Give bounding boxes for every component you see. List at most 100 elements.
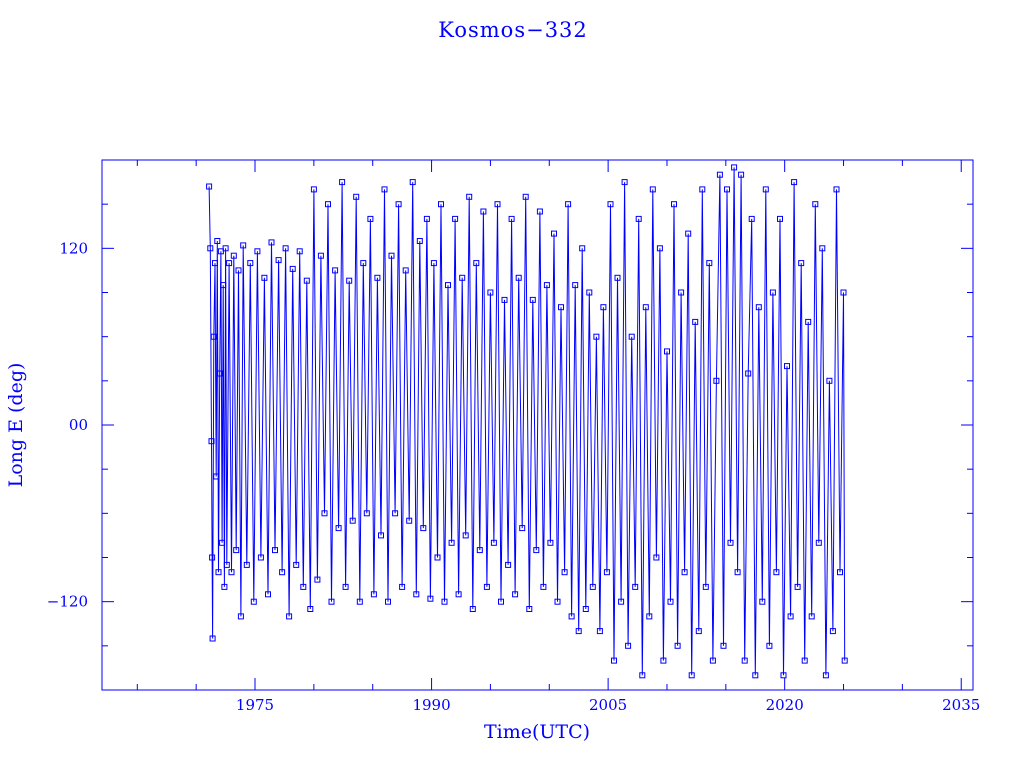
data-point: [300, 583, 307, 590]
data-point: [243, 561, 250, 568]
x-tick-label: 2020: [766, 696, 804, 714]
data-point: [476, 547, 483, 554]
data-point: [360, 260, 367, 267]
data-point: [469, 606, 476, 612]
data-point: [794, 583, 801, 590]
y-tick-label: 00: [69, 416, 88, 434]
data-point: [420, 525, 427, 532]
data-point: [268, 239, 275, 246]
data-point: [222, 245, 229, 252]
data-point: [755, 304, 762, 311]
data-point: [349, 517, 356, 524]
data-point: [235, 267, 242, 274]
data-point: [237, 613, 244, 620]
data-point: [240, 242, 247, 249]
data-point: [738, 171, 745, 178]
data-point: [452, 215, 459, 222]
data-point: [635, 215, 642, 222]
data-point: [219, 539, 226, 546]
data-point: [339, 179, 346, 186]
data-point: [209, 554, 216, 561]
data-point: [762, 186, 769, 193]
data-point: [748, 215, 755, 222]
data-point: [660, 657, 667, 664]
data-point: [837, 569, 843, 576]
data-point: [221, 583, 228, 590]
data-point: [582, 606, 589, 612]
data-point: [628, 333, 635, 340]
data-point: [667, 598, 674, 605]
data-point: [332, 267, 339, 274]
data-point: [547, 539, 554, 546]
data-point: [596, 628, 603, 635]
data-point: [841, 657, 848, 664]
data-point: [791, 179, 798, 186]
x-axis-label: Time(UTC): [484, 721, 590, 743]
data-point: [346, 277, 353, 284]
data-point: [568, 613, 575, 620]
data-point: [649, 186, 656, 193]
data-point: [646, 613, 653, 620]
data-point: [228, 569, 235, 576]
data-point: [207, 245, 214, 252]
data-point: [213, 473, 220, 480]
data-point: [208, 438, 215, 445]
data-point: [342, 583, 349, 590]
data-point: [727, 539, 734, 546]
data-point: [416, 238, 423, 244]
data-point: [801, 657, 808, 664]
data-point: [462, 532, 469, 539]
data-point: [272, 547, 278, 554]
data-point: [798, 260, 805, 267]
data-point: [307, 606, 314, 612]
data-point: [826, 377, 833, 384]
data-point: [777, 215, 783, 222]
chart-title: Kosmos−332: [438, 18, 588, 42]
data-point: [766, 642, 773, 649]
data-point: [206, 183, 213, 190]
data-point: [254, 248, 261, 255]
data-point: [455, 591, 462, 598]
data-point: [423, 215, 430, 222]
data-point: [430, 260, 437, 267]
data-series-line: [208, 167, 846, 676]
data-point: [745, 370, 752, 377]
data-point: [699, 186, 706, 193]
data-point: [483, 583, 490, 590]
data-point: [554, 598, 561, 605]
data-point: [522, 193, 529, 200]
data-point: [210, 333, 217, 340]
data-point: [716, 171, 723, 178]
data-point: [536, 208, 543, 215]
data-point: [575, 628, 582, 635]
data-point: [356, 598, 363, 605]
data-point: [533, 547, 540, 554]
data-point: [618, 598, 625, 605]
data-point: [543, 282, 550, 289]
data-point: [529, 296, 536, 303]
data-point: [374, 274, 381, 281]
data-point: [209, 635, 216, 642]
data-point: [275, 257, 282, 264]
data-point: [769, 289, 776, 296]
data-point: [438, 201, 444, 208]
data-point: [540, 583, 547, 590]
data-point: [551, 230, 557, 237]
data-point: [402, 267, 409, 274]
data-point: [681, 569, 688, 576]
data-point: [607, 201, 614, 208]
data-point: [490, 539, 497, 546]
data-point: [815, 539, 822, 546]
data-point: [226, 260, 233, 267]
data-point: [656, 245, 663, 252]
data-point: [265, 591, 271, 598]
data-point: [674, 642, 681, 649]
data-point: [448, 539, 455, 546]
data-point: [829, 628, 836, 635]
data-point: [579, 245, 586, 252]
data-point: [603, 569, 610, 576]
data-point: [247, 260, 254, 267]
data-point: [250, 598, 257, 605]
